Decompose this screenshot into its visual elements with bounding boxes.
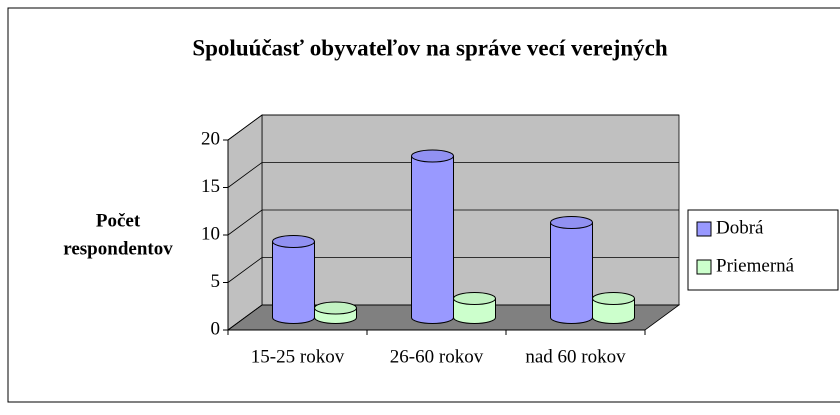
cylinder-top: [272, 235, 315, 248]
cylinder-top: [592, 292, 635, 305]
cylinder-top: [411, 149, 454, 163]
y-tick-label: 10: [201, 223, 220, 244]
cylinder-body: [453, 298, 496, 324]
cylinder-top: [550, 216, 593, 229]
cylinder-body: [592, 298, 635, 324]
y-axis-label: respondentov: [63, 238, 173, 259]
y-tick-label: 15: [201, 176, 220, 197]
chart-title: Spoluúčasť obyvateľov na správe vecí ver…: [192, 35, 668, 60]
y-axis-label: Počet: [96, 210, 141, 231]
legend-box: [687, 209, 839, 291]
grid-line: [227, 114, 679, 141]
cylinder-top: [314, 301, 357, 315]
legend-label: Dobrá: [716, 217, 764, 238]
cylinder: [314, 301, 357, 324]
grid-line: [227, 257, 679, 283]
grid-line: [227, 304, 679, 331]
cylinder: [411, 149, 454, 324]
y-tick-label: 20: [201, 128, 220, 149]
x-tick-label: 26-60 rokov: [390, 346, 484, 367]
y-tick-label: 5: [211, 271, 221, 292]
cylinder-body: [550, 222, 593, 324]
grid-line: [227, 162, 679, 188]
cylinder: [592, 292, 635, 324]
legend-swatch: [696, 221, 712, 237]
cylinder: [550, 216, 593, 324]
legend-label: Priemerná: [716, 255, 795, 276]
x-tick-label: nad 60 rokov: [525, 346, 626, 367]
cylinder-top: [453, 292, 496, 305]
legend-swatch: [696, 259, 712, 275]
cylinder-body: [411, 155, 454, 324]
cylinder: [453, 292, 496, 324]
y-tick-label: 0: [211, 318, 221, 339]
x-tick-label: 15-25 rokov: [251, 346, 345, 367]
cylinder-body: [272, 241, 315, 324]
grid-line: [227, 209, 679, 236]
cylinder: [272, 235, 315, 324]
